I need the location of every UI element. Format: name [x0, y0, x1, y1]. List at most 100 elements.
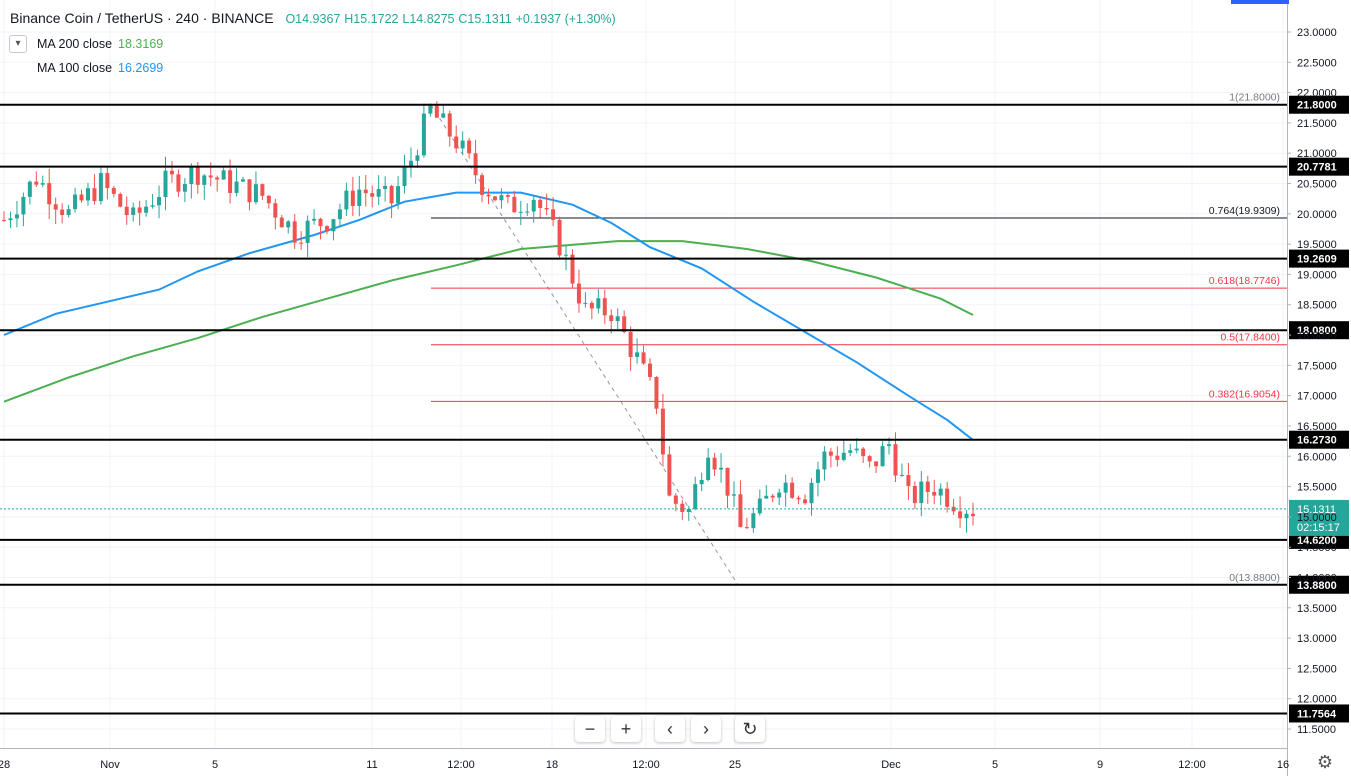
ma100-line [3, 191, 974, 441]
candle-body [189, 167, 194, 185]
horizontal-level-label: 11.7564 [1297, 708, 1337, 720]
candle-body [357, 189, 362, 207]
candle-body [518, 211, 523, 213]
exchange: BINANCE [211, 10, 274, 26]
horizontal-level-label: 14.6200 [1297, 535, 1337, 547]
candle-body [144, 206, 149, 213]
x-tick-label: 12:00 [447, 759, 475, 771]
candle-body [221, 170, 226, 180]
candle-body [473, 153, 478, 176]
scroll-left-button[interactable]: ‹ [655, 716, 685, 742]
candle-body [434, 105, 439, 118]
candle-body [157, 197, 162, 206]
candle-body [273, 203, 278, 218]
candle-body [893, 444, 898, 476]
reset-chart-button[interactable]: ↻ [735, 716, 765, 742]
candle-body [14, 214, 19, 219]
candle-body [525, 211, 530, 213]
candle-body [738, 494, 743, 528]
horizontal-level-label: 13.8800 [1297, 580, 1337, 592]
y-tick-label: 21.0000 [1297, 148, 1337, 160]
candle-body [570, 254, 575, 284]
y-tick-label: 20.0000 [1297, 209, 1337, 221]
candle-body [906, 475, 911, 486]
candle-body [964, 513, 969, 519]
candle-body [499, 195, 504, 201]
ma200-legend[interactable]: MA 200 close 18.3169 [37, 37, 163, 51]
candle-body [731, 494, 736, 496]
candle-body [8, 218, 13, 221]
candle-body [971, 513, 975, 517]
y-tick-label: 12.0000 [1297, 694, 1337, 706]
candle-body [441, 113, 446, 118]
y-tick-label: 15.5000 [1297, 482, 1337, 494]
chevron-down-icon[interactable]: ▾ [9, 35, 27, 53]
candle-body [899, 475, 904, 477]
fib-level-label: 0.764(19.9309) [1209, 205, 1280, 217]
candle-body [260, 184, 265, 196]
candle-body [725, 467, 730, 496]
candle-body [770, 495, 775, 498]
candle-body [73, 194, 78, 210]
candle-body [305, 220, 310, 243]
y-tick-label: 19.5000 [1297, 239, 1337, 251]
candle-body [105, 173, 110, 188]
change-value: +0.1937 (+1.30%) [515, 12, 616, 26]
candle-body [208, 175, 213, 178]
y-tick-label: 15.0000 [1297, 512, 1337, 524]
candle-body [396, 186, 401, 204]
scroll-right-button[interactable]: › [691, 716, 721, 742]
candle-body [686, 508, 691, 512]
candles [2, 101, 975, 533]
horizontal-level-label: 21.8000 [1297, 100, 1337, 112]
y-tick-label: 14.5000 [1297, 542, 1337, 554]
candle-body [790, 482, 795, 498]
candle-body [641, 352, 646, 364]
gear-icon[interactable]: ⚙ [1316, 752, 1333, 772]
candle-body [53, 204, 58, 210]
candle-body [27, 181, 32, 197]
zoom-in-button[interactable]: + [611, 716, 641, 742]
candle-body [79, 194, 84, 201]
fib-level-label: 0.618(18.7746) [1209, 275, 1280, 287]
candle-body [137, 207, 142, 213]
candle-body [486, 194, 491, 197]
candle-body [279, 217, 284, 228]
x-tick-label: 5 [992, 759, 998, 771]
horizontal-level-label: 18.0800 [1297, 325, 1337, 337]
candle-body [564, 254, 569, 256]
candle-body [706, 457, 711, 480]
candle-body [880, 446, 885, 467]
y-tick-label: 13.0000 [1297, 633, 1337, 645]
ma100-legend[interactable]: MA 100 close 16.2699 [37, 61, 163, 75]
ma200-value: 18.3169 [118, 37, 164, 51]
candle-body [764, 495, 769, 499]
candle-body [867, 456, 872, 462]
candle-body [551, 209, 556, 220]
candle-body [635, 352, 640, 357]
candle-body [693, 484, 698, 509]
candle-body [680, 503, 685, 512]
symbol-name: Binance Coin / TetherUS [10, 10, 164, 26]
zoom-out-button[interactable]: − [575, 716, 605, 742]
candle-body [796, 497, 801, 500]
candle-body [234, 181, 239, 193]
candle-body [318, 218, 323, 227]
low-value: L14.8275 [402, 12, 455, 26]
candle-body [673, 495, 678, 504]
close-value: C15.1311 [458, 12, 512, 26]
candle-body [628, 332, 633, 357]
candle-body [809, 482, 814, 504]
candle-body [286, 221, 291, 228]
candle-body [312, 218, 317, 221]
x-tick-label: 18 [546, 759, 558, 771]
candle-body [176, 174, 181, 192]
candle-body [854, 448, 859, 451]
candle-body [292, 221, 297, 243]
candle-body [841, 452, 846, 460]
x-tick-label: 11 [366, 759, 377, 771]
candle-body [712, 457, 717, 470]
y-tick-label: 13.5000 [1297, 603, 1337, 615]
candle-body [654, 376, 659, 409]
